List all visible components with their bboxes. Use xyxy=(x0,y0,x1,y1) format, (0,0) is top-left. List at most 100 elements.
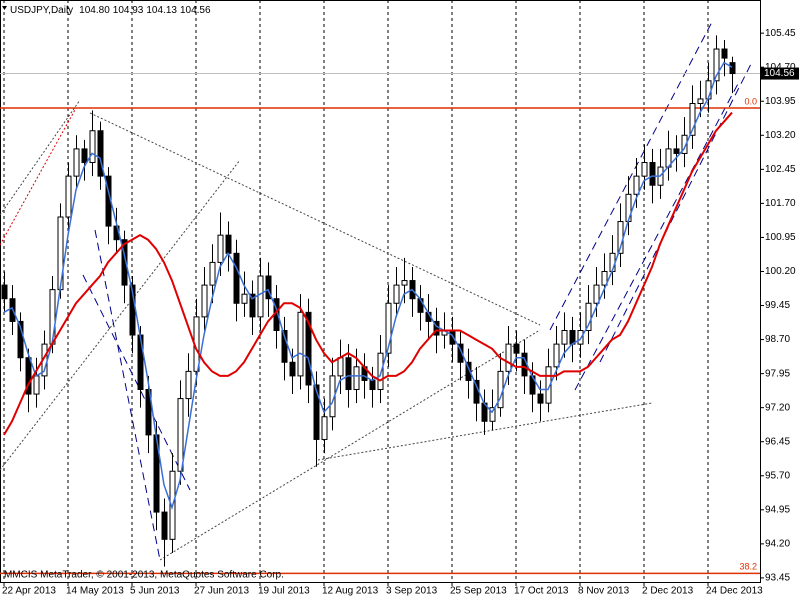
candle-body xyxy=(377,352,384,391)
candle-body xyxy=(65,175,72,218)
y-tick-label: 103.20 xyxy=(765,130,796,141)
candle-body xyxy=(505,343,512,372)
candle-body xyxy=(385,302,392,354)
y-tick-label: 103.95 xyxy=(765,96,796,107)
candle-body xyxy=(249,293,256,318)
open-value: 104.80 xyxy=(79,5,110,16)
x-tick-label: 25 Sep 2013 xyxy=(450,586,507,597)
x-tick-label: 27 Jun 2013 xyxy=(194,586,249,597)
y-tick-label: 98.70 xyxy=(765,334,790,345)
y-tick-label: 105.45 xyxy=(765,28,796,39)
y-tick-label: 102.45 xyxy=(765,164,796,175)
candle-body xyxy=(649,162,656,186)
candle-body xyxy=(465,361,472,381)
candle-body xyxy=(313,384,320,440)
candle-body xyxy=(265,275,272,300)
channel-line xyxy=(94,229,161,561)
y-tick-label: 104.70 xyxy=(765,62,796,73)
moving-average xyxy=(3,111,733,436)
candle-body xyxy=(185,370,192,400)
fibo-label: 0.0 xyxy=(744,96,757,106)
y-tick-label: 100.20 xyxy=(765,266,796,277)
candle-body xyxy=(289,361,296,377)
close-value: 104.56 xyxy=(180,5,211,16)
x-tick-label: 14 May 2013 xyxy=(66,586,124,597)
channel-line xyxy=(574,79,741,391)
y-tick-label: 97.20 xyxy=(765,402,790,413)
trend-line xyxy=(0,159,241,471)
candle-body xyxy=(25,357,32,395)
candle-body xyxy=(369,379,376,391)
candle-body xyxy=(553,343,560,368)
candle-body xyxy=(673,148,680,154)
y-tick-label: 93.45 xyxy=(765,573,790,584)
fibo-label: 38.2 xyxy=(739,562,757,572)
candle-body xyxy=(345,357,352,391)
high-value: 104.93 xyxy=(113,5,144,16)
y-tick-label: 101.70 xyxy=(765,198,796,209)
x-tick-label: 22 Apr 2013 xyxy=(2,586,56,597)
y-tick-label: 94.20 xyxy=(765,539,790,550)
trend-line xyxy=(0,99,81,216)
candle-body xyxy=(137,334,144,391)
copyright: MMCIS MetaTrader, © 2001-2013, MetaQuote… xyxy=(4,570,284,581)
candle-body xyxy=(177,398,184,472)
candle-body xyxy=(393,284,400,304)
candle-body xyxy=(233,252,240,304)
x-tick-label: 2 Dec 2013 xyxy=(642,586,694,597)
channel-line xyxy=(599,61,753,363)
candle-body xyxy=(33,375,40,395)
candle-body xyxy=(73,148,80,177)
candle-body xyxy=(353,366,360,391)
candle-body xyxy=(401,280,408,286)
plot-area xyxy=(0,0,761,583)
candle-body xyxy=(713,48,720,82)
x-tick-label: 24 Dec 2013 xyxy=(706,586,763,597)
candle-body xyxy=(161,511,168,540)
candle-body xyxy=(601,270,608,286)
candle-body xyxy=(81,148,88,164)
candle-body xyxy=(225,234,232,254)
x-tick-label: 19 Jul 2013 xyxy=(258,586,310,597)
candle-body xyxy=(641,162,648,177)
moving-average xyxy=(3,61,733,510)
candle-body xyxy=(497,370,504,409)
candle-body xyxy=(729,62,736,75)
candle-body xyxy=(297,311,304,377)
candle-body xyxy=(89,130,96,164)
candle-body xyxy=(489,407,496,422)
trend-line xyxy=(89,112,541,326)
candle-body xyxy=(1,284,8,300)
y-tick-label: 100.95 xyxy=(765,232,796,243)
candle-body xyxy=(281,329,288,363)
candle-body xyxy=(513,343,520,354)
candle-body xyxy=(217,234,224,263)
candle-body xyxy=(689,103,696,136)
x-tick-label: 5 Jun 2013 xyxy=(130,586,180,597)
candle-body xyxy=(121,239,128,286)
menu-arrow xyxy=(2,6,7,10)
y-tick-label: 97.95 xyxy=(765,368,790,379)
candle-body xyxy=(561,329,568,345)
candle-body xyxy=(305,311,312,386)
candle-body xyxy=(337,357,344,377)
candle-body xyxy=(625,193,632,223)
symbol: USDJPY,Daily xyxy=(10,5,73,16)
candle-body xyxy=(17,320,24,359)
candle-body xyxy=(697,98,704,105)
candle-body xyxy=(97,130,104,177)
candle-body xyxy=(257,275,264,318)
candle-body xyxy=(681,134,688,154)
candle-body xyxy=(321,416,328,440)
candle-body xyxy=(721,48,728,59)
x-tick-label: 17 Oct 2013 xyxy=(514,586,569,597)
candle-body xyxy=(633,175,640,195)
y-tick-label: 96.45 xyxy=(765,436,790,447)
candle-body xyxy=(545,366,552,404)
candle-body xyxy=(537,393,544,404)
candle-body xyxy=(457,343,464,363)
x-tick-label: 12 Aug 2013 xyxy=(322,586,379,597)
y-tick-label: 94.95 xyxy=(765,504,790,515)
candle-body xyxy=(241,293,248,304)
